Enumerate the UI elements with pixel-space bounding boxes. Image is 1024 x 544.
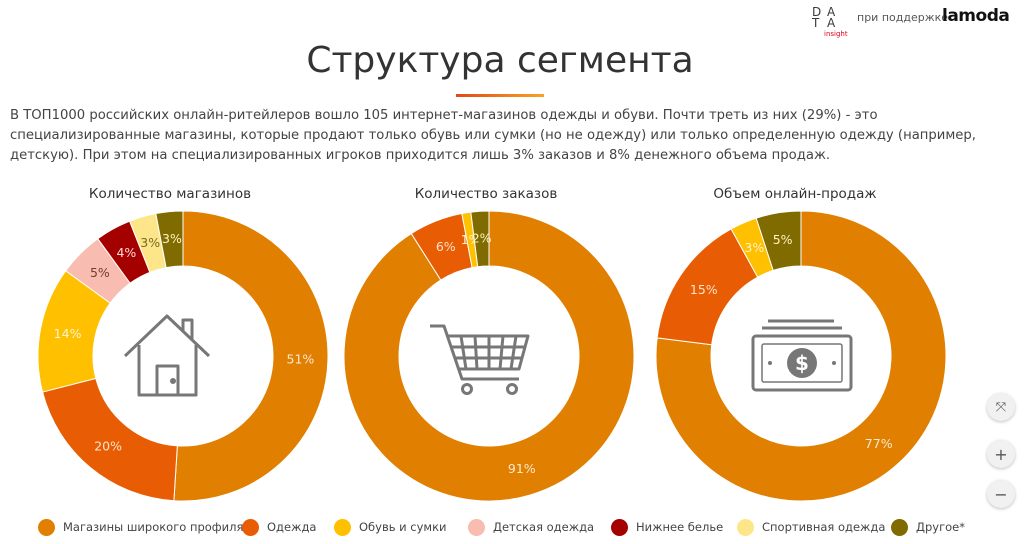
logo-letter: A: [827, 5, 837, 19]
donut-orders: 91%6% 1%2%: [343, 210, 635, 502]
chart-title-sales: Объем онлайн-продаж: [713, 186, 877, 202]
logo-letter: T: [812, 16, 821, 30]
legend-item: Другое*: [891, 517, 965, 537]
legend-swatch: [891, 518, 908, 536]
chart-title-stores: Количество магазинов: [88, 186, 252, 202]
legend-item: Магазины широкого профиля: [38, 517, 243, 537]
legend-item: Одежда: [242, 517, 316, 537]
plus-icon: +: [994, 444, 1008, 464]
page-title: Структура сегмента: [306, 40, 694, 81]
slice-label: 14%: [54, 326, 82, 341]
legend-swatch: [334, 518, 351, 536]
slice-label: 3%: [162, 231, 182, 246]
support-text: при поддержке: [857, 11, 949, 24]
slice-label: 4%: [116, 245, 136, 260]
slice-label: 6%: [436, 239, 456, 254]
lead-paragraph: В ТОП1000 российских онлайн-ритейлеров в…: [10, 108, 976, 163]
donut-slice: [173, 210, 329, 502]
zoom-in-button[interactable]: +: [987, 440, 1015, 468]
logo-letter: D: [812, 5, 823, 19]
donut-slice: [470, 210, 490, 268]
donut-sales: 77% 15% 3% 5%: [655, 210, 947, 502]
slice-label: 20%: [94, 439, 122, 454]
legend-label: Обувь и сумки: [359, 520, 447, 534]
slice-label: 5%: [773, 232, 793, 247]
donut-slice: [343, 210, 635, 502]
legend-label: Одежда: [267, 520, 317, 534]
legend-item: Спортивная одежда: [737, 517, 885, 537]
money-icon: $: [751, 319, 853, 392]
slice-label: 3%: [744, 240, 764, 255]
legend-item: Детская одежда: [468, 517, 594, 537]
legend-label: Магазины широкого профиля: [63, 520, 244, 534]
chart-title-orders: Количество заказов: [414, 186, 558, 202]
slice-label: 5%: [90, 265, 110, 280]
legend-swatch: [242, 518, 259, 536]
shopping-cart-icon: [430, 324, 530, 395]
legend-swatch: [38, 518, 55, 536]
legend-swatch: [468, 518, 485, 536]
slice-label: 91%: [508, 461, 536, 476]
donut-slice: [155, 210, 184, 269]
logo-letter: A: [827, 16, 837, 30]
slice-label: 15%: [690, 282, 718, 297]
legend-label: Спортивная одежда: [762, 520, 886, 534]
logo-sub: insight: [824, 30, 848, 38]
donut-slice: [755, 210, 802, 272]
zoom-out-button[interactable]: −: [987, 480, 1015, 508]
legend-label: Нижнее белье: [636, 520, 724, 534]
legend-label: Другое*: [916, 520, 965, 534]
data-insight-logo: D A T A insight: [811, 5, 848, 39]
legend-item: Нижнее белье: [611, 517, 723, 537]
donut-slice: [655, 210, 947, 502]
legend-item: Обувь и сумки: [334, 517, 447, 537]
donut-stores: 51% 20% 14% 5% 4% 3% 3%: [37, 210, 329, 502]
legend-swatch: [611, 518, 628, 536]
slice-label: 2%: [472, 231, 492, 246]
svg-text:$: $: [795, 351, 809, 375]
fit-button[interactable]: ⤧: [987, 393, 1015, 421]
legend-swatch: [737, 518, 754, 536]
house-icon: [123, 314, 211, 397]
title-underline: [456, 94, 544, 97]
fit-screen-icon: ⤧: [995, 399, 1007, 415]
legend-label: Детская одежда: [493, 520, 595, 534]
minus-icon: −: [994, 484, 1008, 504]
slice-label: 51%: [287, 352, 315, 367]
slice-label: 77%: [865, 436, 893, 451]
lamoda-logo: lamoda: [942, 6, 1010, 26]
slice-label: 3%: [140, 235, 160, 250]
